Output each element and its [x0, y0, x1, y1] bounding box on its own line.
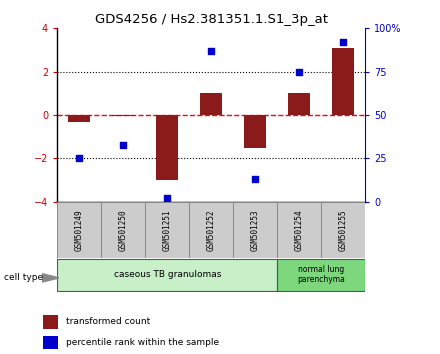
Bar: [321, 202, 365, 258]
Bar: [332, 48, 354, 115]
Title: GDS4256 / Hs2.381351.1.S1_3p_at: GDS4256 / Hs2.381351.1.S1_3p_at: [95, 13, 328, 26]
Bar: [244, 115, 266, 148]
Text: GSM501250: GSM501250: [119, 209, 128, 251]
Point: [120, 142, 127, 147]
Point: [76, 156, 83, 161]
Bar: [57, 202, 101, 258]
Text: GSM501253: GSM501253: [251, 209, 260, 251]
Bar: [277, 259, 365, 291]
Point: [208, 48, 215, 54]
Text: GSM501249: GSM501249: [75, 209, 84, 251]
Bar: [101, 202, 145, 258]
Text: GSM501255: GSM501255: [339, 209, 348, 251]
Bar: [43, 336, 59, 349]
Text: normal lung
parenchyma: normal lung parenchyma: [297, 265, 345, 284]
Bar: [112, 115, 134, 116]
Text: GSM501251: GSM501251: [163, 209, 172, 251]
Bar: [200, 93, 222, 115]
Text: percentile rank within the sample: percentile rank within the sample: [66, 338, 219, 347]
Text: GSM501254: GSM501254: [295, 209, 304, 251]
Point: [252, 176, 259, 182]
Polygon shape: [42, 274, 59, 282]
Bar: [57, 259, 277, 291]
Text: transformed count: transformed count: [66, 317, 150, 326]
Point: [296, 69, 303, 75]
Bar: [145, 202, 189, 258]
Bar: [43, 315, 59, 329]
Text: caseous TB granulomas: caseous TB granulomas: [114, 270, 221, 279]
Point: [340, 39, 347, 45]
Bar: [288, 93, 310, 115]
Bar: [68, 115, 90, 121]
Text: cell type: cell type: [4, 273, 44, 282]
Point: [164, 195, 171, 201]
Bar: [277, 202, 321, 258]
Bar: [189, 202, 233, 258]
Text: GSM501252: GSM501252: [207, 209, 216, 251]
Bar: [156, 115, 178, 180]
Bar: [233, 202, 277, 258]
